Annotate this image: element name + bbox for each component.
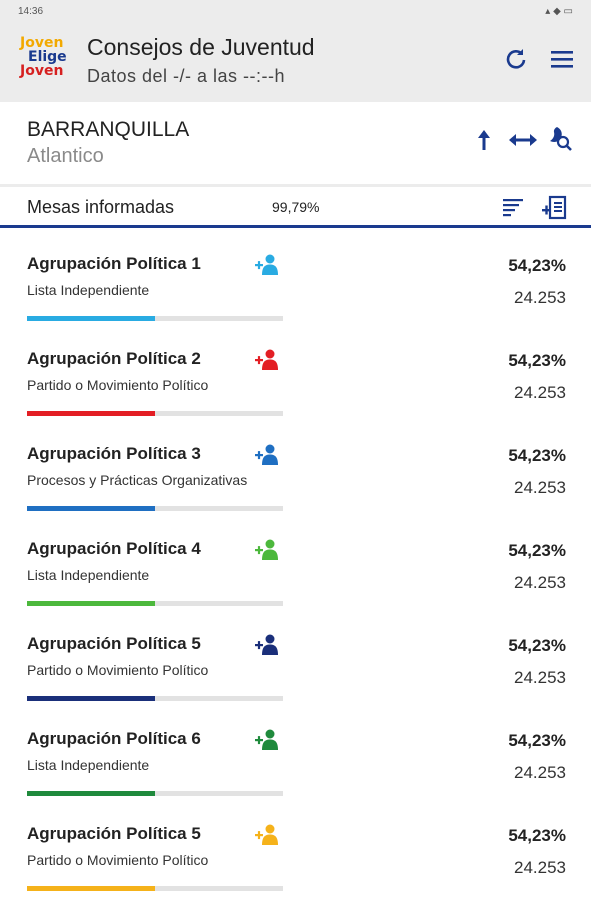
vote-percent: 54,23% [508, 256, 566, 275]
swap-horizontal-icon [509, 134, 537, 146]
party-type: Lista Independiente [27, 282, 150, 298]
results-list: Agrupación Política 1 Lista Independiente… [0, 232, 591, 897]
party-name: Agrupación Política 4 [27, 539, 201, 558]
app-subtitle: Datos del -/- a las --:--h [87, 66, 286, 86]
vote-bar-fill [27, 886, 155, 891]
status-time: 14:36 [18, 6, 44, 17]
logo-line-3: Joven [20, 63, 64, 79]
vote-percent: 54,23% [508, 826, 566, 845]
vote-bar-fill [27, 506, 155, 511]
vote-bar [27, 696, 283, 701]
compare-button[interactable] [506, 126, 540, 154]
party-name: Agrupación Política 5 [27, 824, 201, 843]
add-list-icon [542, 195, 567, 220]
party-name: Agrupación Política 3 [27, 444, 201, 463]
candidate-button[interactable] [254, 537, 280, 563]
add-list-button[interactable] [540, 195, 568, 221]
status-bar: 14:36 ▴ ◆ ▭ [0, 0, 591, 26]
vote-count: 24.253 [514, 573, 566, 592]
vote-count: 24.253 [514, 858, 566, 877]
party-name: Agrupación Política 1 [27, 254, 201, 273]
sort-button[interactable] [500, 195, 526, 221]
add-person-icon [255, 729, 278, 750]
status-icons: ▴ ◆ ▭ [545, 6, 573, 17]
app-logo: Joven Elige Joven [20, 36, 70, 84]
vote-bar [27, 316, 283, 321]
reported-tables-label: Mesas informadas [27, 197, 175, 217]
vote-percent: 54,23% [508, 446, 566, 465]
vote-bar-fill [27, 411, 155, 416]
result-row[interactable]: Agrupación Política 5 Partido o Movimient… [0, 802, 591, 897]
refresh-icon [506, 49, 526, 69]
party-type: Procesos y Prácticas Organizativas [27, 472, 248, 488]
sort-icon [503, 199, 523, 217]
vote-percent: 54,23% [508, 351, 566, 370]
summary-bar: Mesas informadas 99,79% [0, 184, 591, 228]
vote-bar-fill [27, 696, 155, 701]
result-row[interactable]: Agrupación Política 5 Partido o Movimient… [0, 612, 591, 707]
location-header: BARRANQUILLA Atlantico [0, 102, 591, 182]
candidate-button[interactable] [254, 822, 280, 848]
vote-percent: 54,23% [508, 541, 566, 560]
party-type: Partido o Movimiento Político [27, 662, 209, 678]
department-name: Atlantico [27, 145, 104, 167]
party-name: Agrupación Política 5 [27, 634, 201, 653]
vote-bar [27, 791, 283, 796]
add-person-icon [255, 444, 278, 465]
add-person-icon [255, 824, 278, 845]
vote-bar [27, 886, 283, 891]
logo-line-1: Joven [20, 35, 64, 51]
candidate-button[interactable] [254, 252, 280, 278]
result-row[interactable]: Agrupación Política 3 Procesos y Práctica… [0, 422, 591, 517]
party-name: Agrupación Política 6 [27, 729, 201, 748]
candidate-button[interactable] [254, 347, 280, 373]
refresh-button[interactable] [500, 43, 532, 75]
logo-line-2: Elige [28, 49, 67, 65]
go-up-button[interactable] [470, 126, 498, 154]
vote-count: 24.253 [514, 288, 566, 307]
vote-bar-fill [27, 316, 155, 321]
menu-icon [551, 51, 573, 68]
party-type: Lista Independiente [27, 567, 150, 583]
arrow-up-icon [478, 130, 490, 150]
candidate-button[interactable] [254, 727, 280, 753]
vote-count: 24.253 [514, 668, 566, 687]
vote-bar [27, 506, 283, 511]
vote-bar-fill [27, 601, 155, 606]
app-bar: Joven Elige Joven Consejos de Juventud D… [0, 26, 591, 102]
vote-count: 24.253 [514, 763, 566, 782]
vote-count: 24.253 [514, 383, 566, 402]
vote-percent: 54,23% [508, 636, 566, 655]
candidate-button[interactable] [254, 442, 280, 468]
candidate-button[interactable] [254, 632, 280, 658]
location-search-icon [550, 127, 572, 151]
app-title: Consejos de Juventud [87, 34, 315, 60]
add-person-icon [255, 349, 278, 370]
location-search-button[interactable] [545, 124, 575, 154]
vote-percent: 54,23% [508, 731, 566, 750]
party-type: Partido o Movimiento Político [27, 852, 209, 868]
city-name: BARRANQUILLA [27, 118, 190, 141]
result-row[interactable]: Agrupación Política 1 Lista Independiente… [0, 232, 591, 327]
menu-button[interactable] [546, 43, 578, 75]
party-type: Partido o Movimiento Político [27, 377, 209, 393]
party-name: Agrupación Política 2 [27, 349, 201, 368]
vote-bar-fill [27, 791, 155, 796]
party-type: Lista Independiente [27, 757, 150, 773]
vote-bar [27, 601, 283, 606]
add-person-icon [255, 634, 278, 655]
result-row[interactable]: Agrupación Política 4 Lista Independiente… [0, 517, 591, 612]
result-row[interactable]: Agrupación Política 6 Lista Independiente… [0, 707, 591, 802]
vote-count: 24.253 [514, 478, 566, 497]
result-row[interactable]: Agrupación Política 2 Partido o Movimient… [0, 327, 591, 422]
vote-bar [27, 411, 283, 416]
add-person-icon [255, 539, 278, 560]
add-person-icon [255, 254, 278, 275]
reported-tables-value: 99,79% [272, 199, 320, 215]
